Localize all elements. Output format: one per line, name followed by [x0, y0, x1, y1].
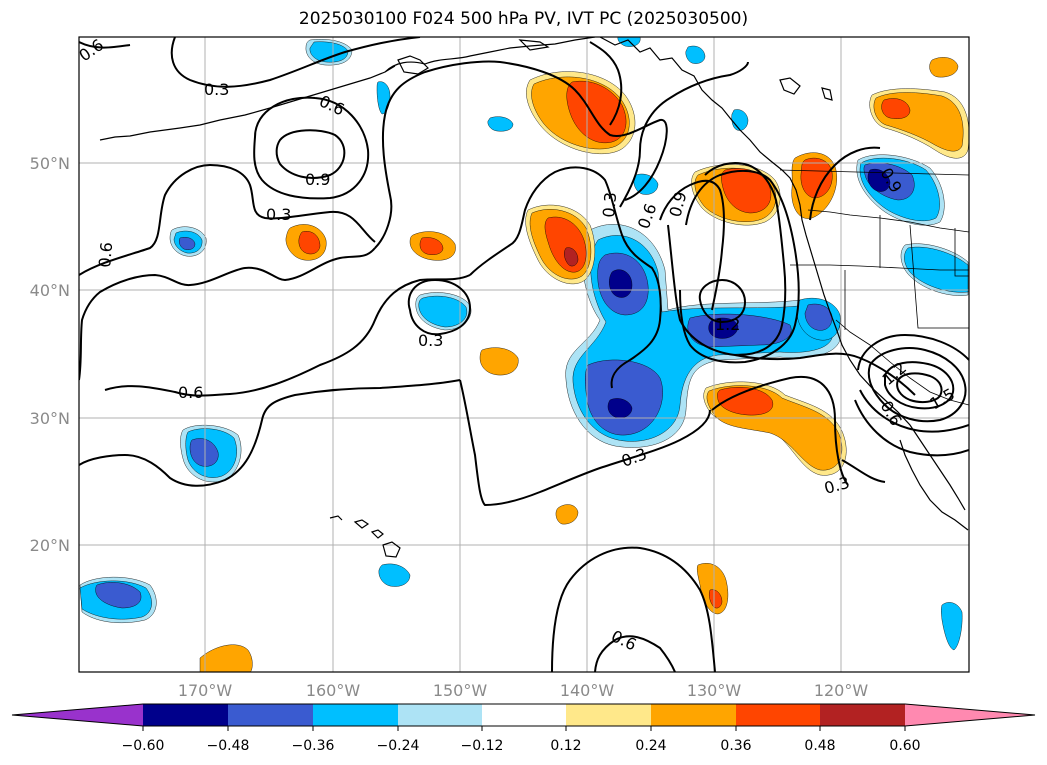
- shade-orange: [696, 563, 729, 615]
- colorbar-tick-label: 0.48: [804, 738, 835, 754]
- shade-red: [881, 98, 911, 119]
- colorbar-segment: [398, 704, 482, 726]
- colorbar-tick-label: −0.60: [122, 738, 165, 754]
- shade-cyan: [731, 109, 749, 131]
- shade-orange: [479, 347, 519, 376]
- colorbar-segment: [651, 704, 736, 726]
- lat-label: 40°N: [30, 281, 70, 300]
- contour-label: 0.9: [666, 190, 691, 220]
- lat-label: 50°N: [30, 154, 70, 173]
- lon-label: 140°W: [560, 681, 615, 700]
- shade-blue: [585, 252, 792, 436]
- shade-dark-blue: [867, 169, 891, 192]
- colorbar-tick-label: −0.36: [292, 738, 335, 754]
- colorbar-segment: [313, 704, 398, 726]
- lon-label: 120°W: [814, 681, 869, 700]
- shade-brown: [564, 247, 579, 267]
- map-title: 2025030100 F024 500 hPa PV, IVT PC (2025…: [298, 9, 749, 29]
- gridlines: [79, 37, 969, 672]
- shade-orange: [555, 504, 579, 525]
- colorbar-segment: [482, 704, 566, 726]
- shade-cyan: [685, 45, 706, 64]
- lon-label: 160°W: [306, 681, 361, 700]
- pv-contours: [79, 37, 969, 672]
- map-frame: [78, 36, 970, 673]
- colorbar-tick-label: 0.36: [720, 738, 751, 754]
- colorbar: −0.60 −0.48 −0.36 −0.24 −0.12 0.12 0.24 …: [11, 703, 1036, 754]
- shaded-anomaly-field: [79, 37, 969, 672]
- shade-dark-blue: [607, 269, 739, 419]
- shade-blue: [179, 237, 196, 250]
- colorbar-tick-label: −0.12: [461, 738, 504, 754]
- contour-label: 0.3: [822, 473, 852, 498]
- contour-label: 0.3: [204, 80, 229, 99]
- shade-red: [709, 589, 723, 609]
- contour-label: 0.3: [418, 331, 443, 350]
- shade-cyan: [378, 563, 411, 587]
- contour-label: 0.6: [178, 383, 203, 402]
- colorbar-segment: [143, 704, 228, 726]
- map-area: 0.6 0.3 0.6 0.9 0.3 0.6 0.3 0.6 0.3 0.6 …: [75, 35, 969, 672]
- lon-label: 170°W: [178, 681, 233, 700]
- shade-cyan: [941, 602, 963, 651]
- contour-label: 0.3: [599, 191, 620, 218]
- shade-red: [298, 231, 321, 255]
- shade-cyan: [376, 81, 391, 115]
- shade-blue: [95, 582, 142, 609]
- shade-red: [419, 237, 444, 255]
- coastlines: [99, 37, 969, 558]
- lon-label: 150°W: [433, 681, 488, 700]
- shade-blue: [189, 438, 219, 467]
- colorbar-extend-right: [905, 704, 1035, 726]
- shade-red: [717, 387, 774, 416]
- contour-label: 0.6: [608, 626, 639, 654]
- contour-label: 0.6: [634, 201, 661, 231]
- shade-cyan: [487, 116, 514, 132]
- colorbar-extend-left: [12, 704, 143, 726]
- contour-label: 0.3: [619, 444, 649, 471]
- colorbar-tick-label: −0.24: [377, 738, 420, 754]
- colorbar-tick-label: 0.24: [635, 738, 666, 754]
- shade-cyan: [309, 41, 349, 63]
- latitude-axis: 50°N 40°N 30°N 20°N: [30, 154, 70, 555]
- colorbar-tick-label: −0.48: [207, 738, 250, 754]
- shade-blue: [804, 303, 833, 331]
- contour-label: 0.6: [75, 35, 107, 65]
- lat-label: 20°N: [30, 536, 70, 555]
- contour-label: 1.2: [715, 315, 740, 334]
- longitude-axis: 170°W 160°W 150°W 140°W 130°W 120°W: [178, 681, 869, 700]
- colorbar-segment: [736, 704, 820, 726]
- contour-label: 0.3: [266, 205, 291, 224]
- colorbar-segment: [566, 704, 651, 726]
- colorbar-ticks: [142, 726, 906, 731]
- contour-label: 0.6: [95, 241, 116, 268]
- shade-orange: [929, 57, 959, 78]
- lat-label: 30°N: [30, 409, 70, 428]
- lon-label: 130°W: [687, 681, 742, 700]
- colorbar-segment: [820, 704, 905, 726]
- shade-orange: [199, 644, 253, 672]
- colorbar-tick-label: 0.12: [550, 738, 581, 754]
- colorbar-segment: [228, 704, 313, 726]
- shade-cyan: [418, 295, 468, 328]
- political-borders: [779, 169, 969, 406]
- contour-label: 0.9: [305, 170, 330, 189]
- shade-red: [721, 168, 772, 214]
- contour-label: 0.6: [316, 91, 347, 119]
- colorbar-tick-label: 0.60: [889, 738, 920, 754]
